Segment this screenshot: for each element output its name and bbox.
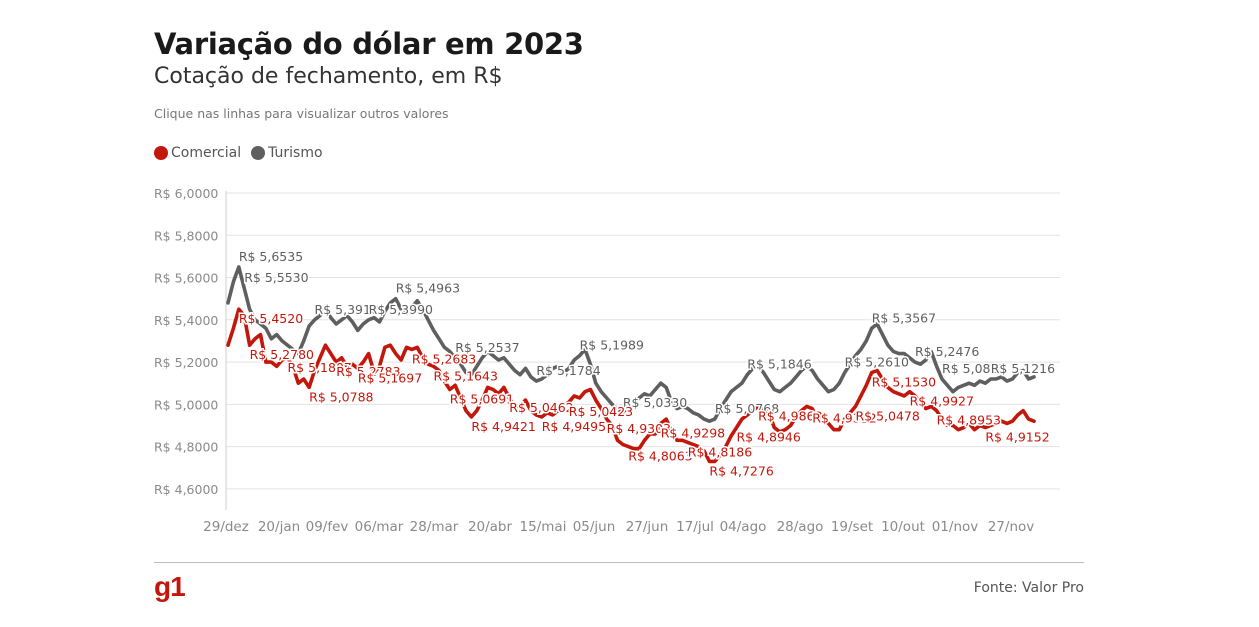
data-label-turismo: R$ 5,3990 bbox=[369, 302, 433, 317]
y-tick-label: R$ 5,0000 bbox=[154, 397, 218, 412]
x-tick-label: 01/nov bbox=[932, 519, 979, 535]
data-label-comercial: R$ 4,9421 bbox=[471, 419, 535, 434]
g1-logo: g1 bbox=[154, 571, 186, 602]
data-label-turismo: R$ 5,2610 bbox=[845, 355, 909, 370]
y-tick-label: R$ 5,6000 bbox=[154, 271, 218, 286]
x-tick-label: 27/nov bbox=[988, 519, 1035, 535]
data-label-turismo: R$ 5,6535 bbox=[239, 249, 303, 264]
x-tick-label: 27/jun bbox=[626, 519, 669, 535]
legend: Comercial Turismo bbox=[154, 145, 323, 161]
data-label-comercial: R$ 5,0478 bbox=[855, 408, 919, 423]
series-line-turismo bbox=[226, 265, 1036, 424]
x-tick-label: 15/mai bbox=[520, 519, 567, 535]
data-label-comercial: R$ 4,8063 bbox=[628, 449, 692, 464]
data-label-comercial: R$ 5,4520 bbox=[239, 311, 303, 326]
data-label-comercial: R$ 4,8946 bbox=[736, 430, 800, 445]
data-label-turismo: R$ 5,4963 bbox=[396, 281, 460, 296]
data-label-turismo: R$ 5,5530 bbox=[244, 270, 308, 285]
data-label-turismo: R$ 5,2476 bbox=[915, 344, 979, 359]
x-tick-label: 28/mar bbox=[410, 519, 459, 535]
data-label-turismo: R$ 5,1216 bbox=[991, 361, 1055, 376]
x-tick-label: 06/mar bbox=[355, 519, 404, 535]
y-tick-label: R$ 4,8000 bbox=[154, 440, 218, 455]
x-tick-label: 29/dez bbox=[203, 519, 249, 535]
data-label-turismo: R$ 5,3567 bbox=[872, 310, 936, 325]
data-label-comercial: R$ 4,9927 bbox=[910, 394, 974, 409]
y-tick-label: R$ 5,4000 bbox=[154, 313, 218, 328]
legend-dot-turismo bbox=[251, 146, 266, 160]
data-label-turismo: R$ 5,3910 bbox=[315, 302, 379, 317]
x-tick-label: 10/out bbox=[881, 519, 925, 535]
data-label-comercial: R$ 5,1643 bbox=[434, 368, 498, 383]
data-label-comercial: R$ 5,0788 bbox=[309, 389, 373, 404]
legend-item-comercial[interactable]: Comercial bbox=[154, 145, 241, 161]
data-label-comercial: R$ 4,8186 bbox=[688, 444, 752, 459]
data-label-comercial: R$ 5,0462 bbox=[509, 400, 573, 415]
data-label-comercial: R$ 4,8953 bbox=[937, 413, 1001, 428]
chart-subtitle: Cotação de fechamento, em R$ bbox=[154, 64, 503, 89]
x-tick-label: 09/fev bbox=[306, 519, 349, 535]
data-label-turismo: R$ 5,0885 bbox=[942, 361, 1006, 376]
legend-item-turismo[interactable]: Turismo bbox=[251, 145, 323, 161]
data-label-comercial: R$ 4,9312 bbox=[812, 411, 876, 426]
interaction-hint: Clique nas linhas para visualizar outros… bbox=[154, 106, 449, 121]
chart-title: Variação do dólar em 2023 bbox=[154, 27, 584, 61]
y-tick-label: R$ 5,2000 bbox=[154, 355, 218, 370]
x-tick-label: 17/jul bbox=[676, 519, 714, 535]
data-label-comercial: R$ 5,1697 bbox=[358, 370, 422, 385]
legend-label-turismo: Turismo bbox=[268, 145, 323, 161]
data-label-comercial: R$ 4,9868 bbox=[758, 408, 822, 423]
x-tick-label: 20/abr bbox=[468, 519, 513, 535]
y-tick-label: R$ 6,0000 bbox=[154, 186, 218, 201]
data-label-comercial: R$ 4,9495 bbox=[542, 419, 606, 434]
data-label-turismo: R$ 5,1784 bbox=[536, 363, 600, 378]
x-tick-label: 04/ago bbox=[720, 519, 767, 535]
data-label-comercial: R$ 5,2780 bbox=[250, 347, 314, 362]
source-note: Fonte: Valor Pro bbox=[973, 580, 1084, 596]
data-label-comercial: R$ 5,1807 bbox=[288, 360, 352, 375]
data-label-comercial: R$ 4,9152 bbox=[985, 430, 1049, 445]
data-label-comercial: R$ 4,9298 bbox=[661, 425, 725, 440]
legend-dot-comercial bbox=[154, 146, 168, 160]
data-label-comercial: R$ 5,0691 bbox=[450, 392, 514, 407]
data-label-turismo: R$ 5,1989 bbox=[580, 338, 644, 353]
series-line-comercial bbox=[226, 307, 1036, 464]
x-tick-label: 20/jan bbox=[258, 519, 300, 535]
data-label-turismo: R$ 5,0768 bbox=[715, 401, 779, 416]
data-label-comercial: R$ 5,2683 bbox=[412, 351, 476, 366]
legend-label-comercial: Comercial bbox=[171, 145, 242, 161]
data-label-comercial: R$ 5,0423 bbox=[569, 404, 633, 419]
data-label-comercial: R$ 4,7276 bbox=[709, 463, 773, 478]
footer-divider bbox=[154, 562, 1084, 563]
data-label-comercial: R$ 5,2783 bbox=[336, 364, 400, 379]
data-label-turismo: R$ 5,0330 bbox=[623, 395, 687, 410]
data-label-turismo: R$ 5,2537 bbox=[455, 340, 519, 355]
data-label-comercial: R$ 4,9303 bbox=[607, 421, 671, 436]
data-label-comercial: R$ 5,1530 bbox=[872, 375, 936, 390]
y-tick-label: R$ 4,6000 bbox=[154, 482, 218, 497]
y-tick-label: R$ 5,8000 bbox=[154, 228, 218, 243]
x-tick-label: 28/ago bbox=[777, 519, 824, 535]
x-tick-label: 19/set bbox=[831, 519, 873, 535]
data-label-turismo: R$ 5,1846 bbox=[747, 357, 811, 372]
x-tick-label: 05/jun bbox=[573, 519, 616, 535]
